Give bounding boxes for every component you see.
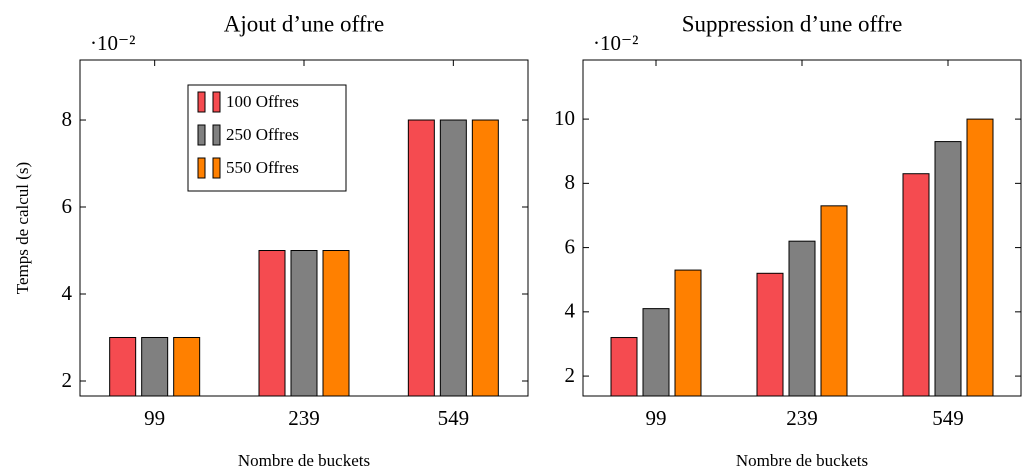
y-tick-label: 4 bbox=[565, 299, 576, 323]
axis-multiplier: ·10⁻² bbox=[90, 31, 135, 55]
x-tick-label: 239 bbox=[288, 406, 320, 430]
bar bbox=[788, 240, 816, 397]
chart-title: Ajout d’une offre bbox=[224, 11, 385, 36]
y-tick-label: 2 bbox=[565, 363, 576, 387]
bar bbox=[642, 308, 670, 397]
x-tick-label: 239 bbox=[786, 406, 818, 430]
y-tick-label: 4 bbox=[62, 281, 73, 305]
legend-label: 250 Offres bbox=[226, 125, 299, 144]
y-tick-label: 8 bbox=[565, 170, 576, 194]
bar bbox=[407, 119, 435, 397]
y-tick-label: 8 bbox=[62, 107, 73, 131]
bar bbox=[610, 337, 638, 397]
y-tick-label: 6 bbox=[62, 194, 73, 218]
x-tick-label: 549 bbox=[932, 406, 964, 430]
legend-swatch bbox=[212, 124, 221, 146]
plot-frame bbox=[79, 59, 529, 397]
plot-frame bbox=[582, 59, 1022, 397]
bar bbox=[258, 250, 286, 397]
y-tick-label: 10 bbox=[554, 106, 575, 130]
bar bbox=[674, 269, 702, 397]
legend-swatch bbox=[212, 91, 221, 113]
bar bbox=[471, 119, 499, 397]
legend-label: 550 Offres bbox=[226, 158, 299, 177]
y-axis-label: Temps de calcul (s) bbox=[13, 162, 32, 294]
bar bbox=[756, 272, 784, 397]
y-tick-label: 6 bbox=[565, 234, 576, 258]
legend-swatch bbox=[197, 124, 206, 146]
bar bbox=[820, 205, 848, 397]
bar bbox=[173, 336, 201, 397]
bar bbox=[322, 250, 350, 397]
axis-multiplier: ·10⁻² bbox=[593, 31, 638, 55]
x-tick-label: 99 bbox=[646, 406, 667, 430]
bar bbox=[934, 141, 962, 397]
x-axis-label: Nombre de buckets bbox=[736, 451, 868, 470]
bar bbox=[966, 118, 994, 397]
x-tick-label: 549 bbox=[438, 406, 470, 430]
legend-swatch bbox=[197, 91, 206, 113]
x-tick-label: 99 bbox=[144, 406, 165, 430]
bar bbox=[902, 173, 930, 397]
y-tick-label: 2 bbox=[62, 368, 73, 392]
legend-swatch bbox=[212, 157, 221, 179]
legend-swatch bbox=[197, 157, 206, 179]
x-axis-label: Nombre de buckets bbox=[238, 451, 370, 470]
chart-title: Suppression d’une offre bbox=[682, 11, 903, 36]
legend-label: 100 Offres bbox=[226, 92, 299, 111]
bar bbox=[439, 119, 467, 397]
bar bbox=[290, 250, 318, 397]
bar bbox=[141, 336, 169, 397]
bar bbox=[109, 336, 137, 397]
